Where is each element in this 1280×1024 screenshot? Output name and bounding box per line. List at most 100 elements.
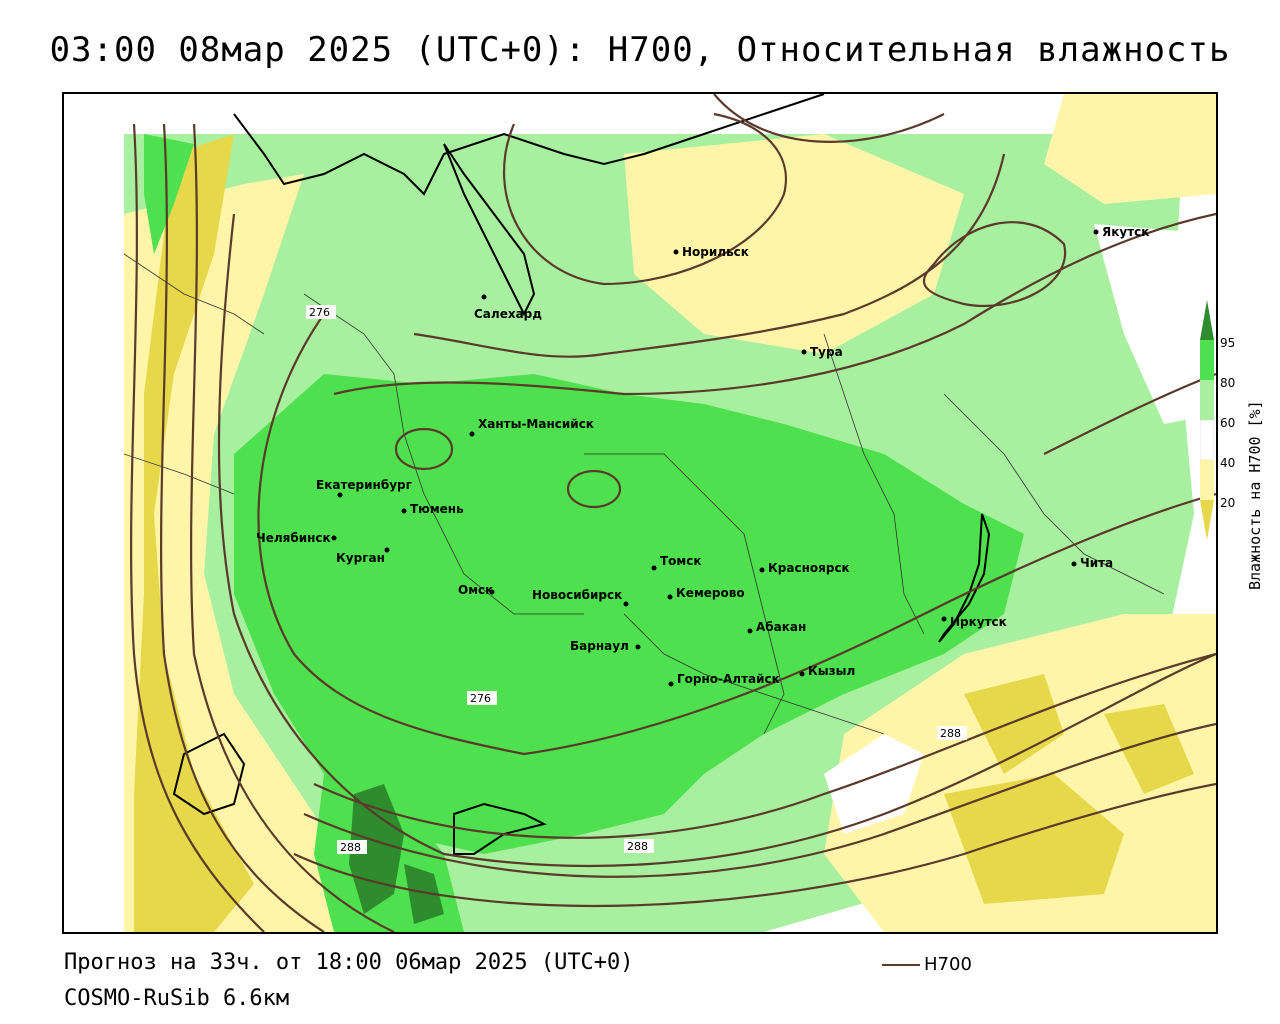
city-dot [667,594,673,600]
contour-line [303,722,1216,878]
humidity-field [124,94,1216,932]
forecast-info: Прогноз на 33ч. от 18:00 06мар 2025 (UTC… [64,950,634,975]
colorbar-segment [1200,460,1214,500]
contour-labels: 276 276 288 288 288 [306,305,967,854]
coastlines [172,94,991,855]
map-frame: 276 276 288 288 288 Норильск Якутск Сале… [62,92,1218,934]
contour-line [217,213,1216,868]
city-dot [799,671,805,677]
city-markers: Норильск Якутск Салехард Тура Ханты-Манс… [256,225,1149,687]
city-dot [941,616,947,622]
city-dot [1093,229,1099,235]
city-label: Тура [810,345,843,359]
city-label: Екатеринбург [316,478,412,492]
north-coast [233,94,825,196]
colorbar-tick: 20 [1220,496,1236,510]
balkhash-coast [453,802,547,855]
humidity-region-very-low-southeast [944,674,1194,904]
city-label: Якутск [1102,225,1149,239]
colorbar-arrow-bottom [1200,500,1214,540]
border-6 [123,253,265,335]
contour-label: 288 [940,727,961,740]
humidity-region-low-northeast [1044,94,1216,204]
city-dot [469,431,475,437]
city-label: Омск [458,583,493,597]
city-label: Салехард [474,307,542,321]
colorbar-segment [1200,419,1214,461]
city-label: Ханты-Мансийск [478,417,594,431]
colorbar-arrow-top [1200,300,1214,340]
contour-line [1043,372,1216,455]
city-dot [635,644,641,650]
h700-contours [130,94,1216,932]
contour-closed-low [394,427,454,471]
border-4 [623,613,885,735]
border-2 [584,453,785,735]
admin-borders [123,253,1165,735]
city-label: Тюмень [410,502,464,516]
city-dot [401,508,407,514]
city-label: Красноярск [768,561,850,575]
city-dot [651,565,657,571]
contour-line [160,123,325,932]
contour-legend: H700 [882,954,972,975]
city-dot [668,681,674,687]
contour-line [713,94,945,143]
humidity-map: 276 276 288 288 288 Норильск Якутск Сале… [123,94,1216,932]
humidity-region-very-low-west [134,134,254,932]
city-dot [759,567,765,573]
contour-line [190,123,395,932]
city-dot [801,349,807,355]
humidity-region-very-high-south [349,784,444,924]
city-label: Томск [660,554,702,568]
colorbar-segment [1200,340,1214,380]
city-dot [481,294,487,300]
city-dot [623,601,629,607]
yamal-coast [443,143,536,317]
city-label: Челябинск [256,531,331,545]
city-label: Новосибирск [532,588,622,602]
city-label: Иркутск [950,615,1007,629]
contour-line [257,313,1216,756]
contour-line [313,652,1216,839]
contour-line [333,212,1216,396]
border-5 [943,393,1165,595]
map-title: 03:00 08мар 2025 (UTC+0): H700, Относите… [49,30,1231,70]
colorbar-tick: 40 [1220,456,1236,470]
contour-line [293,782,1216,908]
contour-line [413,153,1006,358]
city-label: Абакан [756,620,806,634]
border-1 [303,293,584,615]
city-label: Барнаул [570,639,629,653]
city-label: Курган [336,551,385,565]
city-label: Чита [1080,556,1113,570]
city-label: Кемерово [676,586,745,600]
contour-legend-swatch [882,964,920,966]
contour-label: 288 [627,840,648,853]
humidity-region-high-main [234,374,1024,854]
contour-closed-low [566,469,622,509]
contour-line [130,123,265,932]
humidity-colorbar [1200,300,1214,540]
colorbar-tick: 80 [1220,376,1236,390]
humidity-region-dry-gap [1094,224,1216,424]
contour-label: 288 [340,841,361,854]
city-dot [747,628,753,634]
city-dot [1071,561,1077,567]
city-label: Норильск [682,245,749,259]
humidity-region-low-southeast [824,614,1216,932]
caspian-coast [172,732,246,816]
city-dot [331,535,337,541]
city-dot [337,492,343,498]
contour-line [503,112,787,286]
model-info: COSMO-RuSib 6.6км [64,986,290,1011]
colorbar-title: Влажность на H700 [%] [1246,400,1264,590]
contour-line [923,221,1067,307]
city-label: Кызыл [808,664,855,678]
contour-label: 276 [470,692,491,705]
city-dot [673,249,679,255]
city-dot [489,589,495,595]
contour-label: 276 [309,306,330,319]
colorbar-tick: 95 [1220,336,1236,350]
city-label: Горно-Алтайск [677,672,780,686]
